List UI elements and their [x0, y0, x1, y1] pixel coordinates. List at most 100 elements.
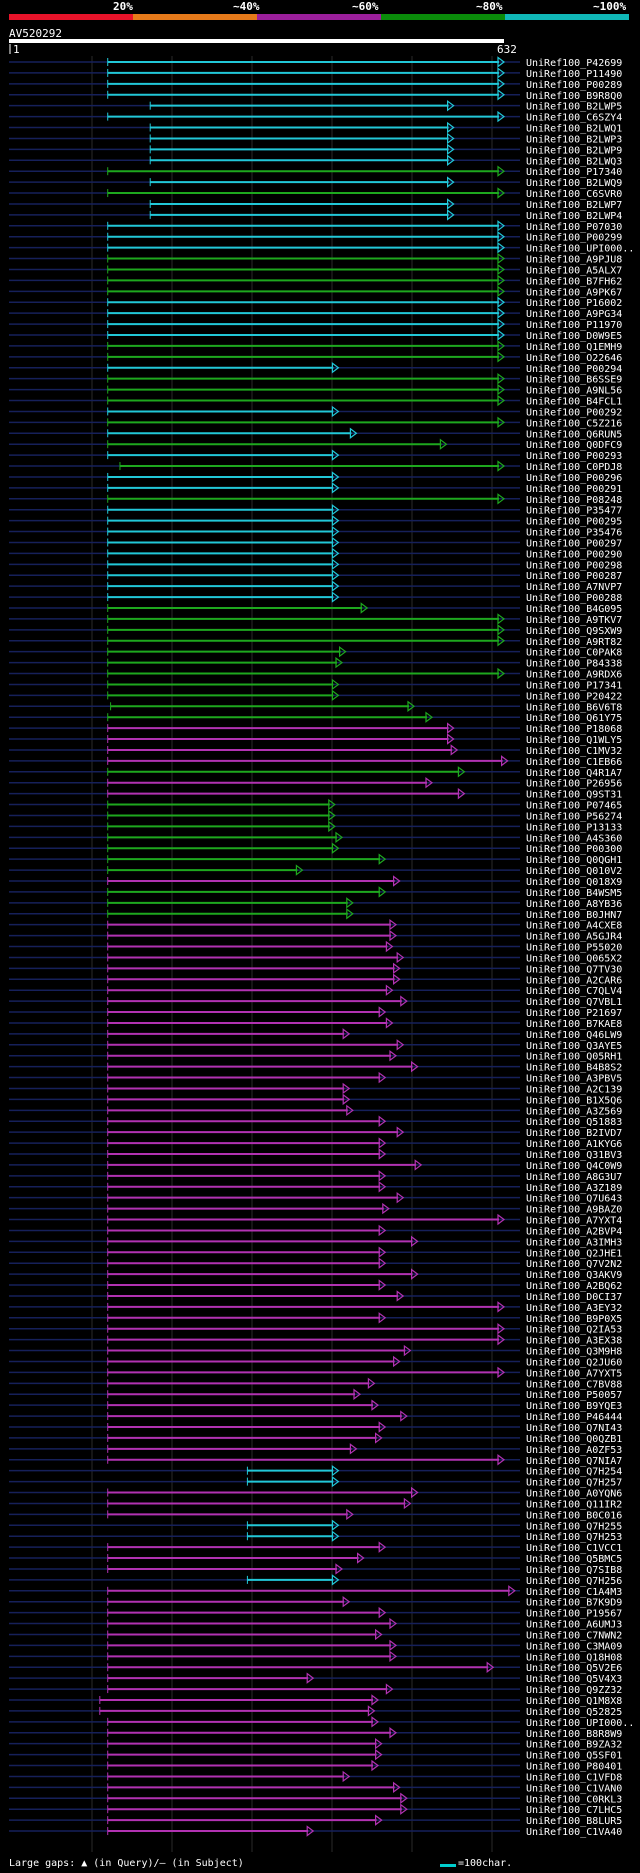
hit-arrow [382, 1202, 390, 1215]
hit-arrow [367, 1705, 376, 1717]
hit-label: UniRef100_D0CI37 [526, 1292, 622, 1303]
hit-arrow [411, 1060, 419, 1073]
hit-arrow [497, 1301, 505, 1313]
hit-label: UniRef100_P55020 [526, 943, 622, 954]
hit-arrow [342, 1093, 351, 1106]
query-bar [9, 39, 504, 43]
hit-arrow [393, 1781, 401, 1794]
footer-gaps-note: Large gaps: ▲ (in Query)/— (in Subject) [9, 1858, 244, 1869]
hit-label: UniRef100_Q9SXW9 [526, 626, 622, 637]
hit-arrow [331, 1519, 340, 1531]
hit-label: UniRef100_Q7H255 [526, 1521, 622, 1532]
hit-arrow [295, 864, 304, 876]
hit-arrow [378, 1246, 387, 1258]
hit-label: UniRef100_A3EY32 [526, 1303, 622, 1314]
hit-label: UniRef100_Q7H257 [526, 1478, 622, 1489]
hit-label: UniRef100_A4CXE8 [526, 921, 622, 932]
hit-arrow [497, 110, 505, 123]
hit-arrow [331, 678, 340, 691]
hit-label: UniRef100_P11970 [526, 320, 622, 331]
hit-label: UniRef100_P00295 [526, 517, 622, 528]
hit-label: UniRef100_A7YXT4 [526, 1216, 622, 1227]
hit-label: UniRef100_Q61Y75 [526, 713, 622, 724]
hit-label: UniRef100_P18068 [526, 724, 622, 735]
hit-arrow [331, 471, 340, 483]
hit-label: UniRef100_B4FCL1 [526, 397, 622, 408]
hit-label: UniRef100_A3Z189 [526, 1183, 622, 1194]
hit-label: UniRef100_B0JHN7 [526, 910, 622, 921]
hit-arrow [396, 1039, 405, 1051]
query-end-label: 632 [497, 43, 517, 56]
hit-label: UniRef100_C3MA09 [526, 1641, 622, 1652]
hit-arrow [339, 645, 347, 658]
hit-label: UniRef100_C1EB66 [526, 757, 622, 768]
hit-arrow [378, 1257, 387, 1269]
hit-label: UniRef100_A7NVP7 [526, 582, 622, 593]
hit-label: UniRef100_A2C139 [526, 1084, 622, 1095]
hit-arrow [331, 1464, 340, 1477]
hit-label: UniRef100_B1X5Q6 [526, 1095, 622, 1106]
hit-label: UniRef100_P11490 [526, 69, 622, 80]
hit-label: UniRef100_C7BV88 [526, 1379, 622, 1390]
hit-arrow [378, 1115, 387, 1127]
hit-arrow [497, 635, 505, 647]
hit-label: UniRef100_Q7U643 [526, 1194, 622, 1205]
hit-arrow [335, 831, 343, 844]
hit-arrow [497, 383, 505, 396]
hit-label: UniRef100_C7NWN2 [526, 1630, 622, 1641]
hit-arrow [403, 1497, 412, 1510]
hit-arrow [389, 1650, 397, 1663]
hit-label: UniRef100_Q065X2 [526, 953, 622, 964]
hit-arrow [497, 329, 505, 341]
hit-arrow [389, 1639, 397, 1652]
scale-label-100: ~100% [593, 0, 627, 13]
hit-label: UniRef100_B4WSM5 [526, 888, 622, 899]
hit-label: UniRef100_Q9ZZ32 [526, 1685, 622, 1696]
hit-arrow [357, 1552, 365, 1564]
query-title: AV520292 [9, 27, 62, 40]
hit-arrow [331, 449, 340, 461]
hit-label: UniRef100_C1VA40 [526, 1827, 622, 1838]
hit-label: UniRef100_P00289 [526, 80, 622, 91]
hit-arrow [331, 1574, 340, 1586]
hit-arrow [346, 1508, 354, 1521]
hit-arrow [497, 307, 505, 319]
hit-arrow [331, 569, 340, 581]
hit-arrow [400, 1410, 408, 1422]
hit-arrow [497, 493, 505, 505]
hit-label: UniRef100_A3IMH3 [526, 1237, 622, 1248]
hit-arrow [447, 154, 455, 166]
hit-label: UniRef100_B9P0X5 [526, 1314, 622, 1325]
hit-label: UniRef100_P07030 [526, 222, 622, 233]
hit-label: UniRef100_C0RKL3 [526, 1794, 622, 1805]
hit-arrow [342, 1770, 351, 1783]
hit-arrow [385, 984, 394, 996]
hit-label: UniRef100_B0C016 [526, 1510, 622, 1521]
scale-segment-5 [505, 14, 629, 20]
hit-label: UniRef100_Q5BMC5 [526, 1554, 622, 1565]
hit-arrow [447, 209, 455, 221]
hit-arrow [497, 1213, 505, 1226]
hit-label: UniRef100_Q5V4X3 [526, 1674, 622, 1685]
hit-label: UniRef100_P00300 [526, 844, 622, 855]
hit-label: UniRef100_P07465 [526, 801, 622, 812]
hit-label: UniRef100_Q05RH1 [526, 1052, 622, 1063]
hit-label: UniRef100_Q0QZB1 [526, 1434, 622, 1445]
hit-label: UniRef100_B2LWP4 [526, 211, 622, 222]
hit-arrow [378, 1279, 387, 1291]
hit-arrow [331, 504, 340, 516]
hit-label: UniRef100_P00299 [526, 233, 622, 244]
hit-arrow [371, 1694, 379, 1706]
hit-label: UniRef100_B2LWP3 [526, 134, 622, 145]
hit-arrow [389, 1050, 397, 1062]
hit-arrow [411, 1235, 419, 1248]
hit-label: UniRef100_P16002 [526, 298, 622, 309]
hit-label: UniRef100_P00293 [526, 451, 622, 462]
hit-arrow [447, 99, 455, 112]
hit-label: UniRef100_P80401 [526, 1762, 622, 1773]
hit-label: UniRef100_B4B8S2 [526, 1063, 622, 1074]
hit-label: UniRef100_Q4R1A7 [526, 768, 622, 779]
hit-arrow [497, 416, 505, 429]
hit-label: UniRef100_Q5V2E6 [526, 1663, 622, 1674]
